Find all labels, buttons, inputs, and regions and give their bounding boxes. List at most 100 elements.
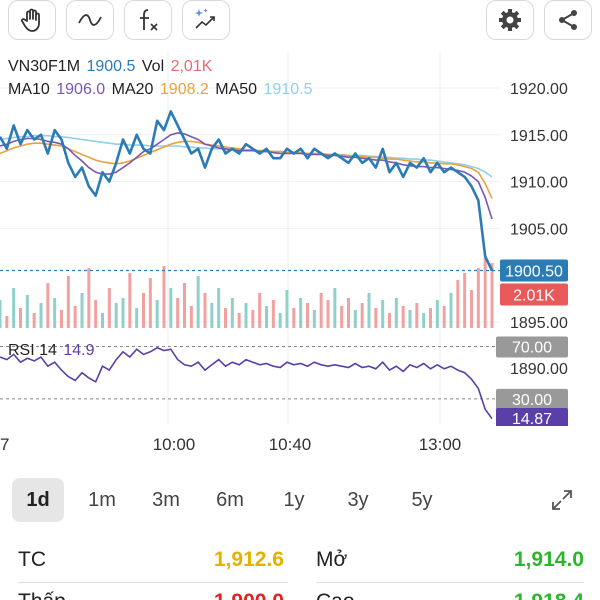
y-axis-tick: 1895.00 (510, 315, 568, 332)
stats-panel: TC 1,912.6 Mở 1,914.0 Thấp 1,900.0 Cao 1… (0, 540, 600, 600)
volume-bar (299, 298, 303, 328)
volume-bar (360, 303, 364, 328)
current-vol-tag (500, 283, 568, 306)
volume-bar (183, 283, 186, 328)
stats-divider (18, 582, 288, 583)
rsi-label: RSI 14 (8, 342, 57, 359)
x-axis-tick: 13:00 (419, 435, 462, 454)
rsi-value: 14.9 (63, 342, 95, 359)
volume-bar (224, 308, 227, 328)
settings-button[interactable] (486, 0, 534, 40)
volume-bar (415, 303, 419, 328)
x-axis-tick: 7 (0, 435, 9, 454)
open-value: 1,914.0 (513, 548, 584, 571)
volume-bar (107, 288, 111, 328)
price-legend: VN30F1M 1900.5 Vol 2,01K (8, 58, 214, 76)
range-6m[interactable]: 6m (216, 488, 244, 511)
volume-bar (135, 308, 139, 328)
vol-value: 2,01K (170, 58, 213, 75)
volume-bar (128, 273, 132, 328)
draw-line-button[interactable] (66, 0, 114, 40)
gear-icon (499, 9, 521, 31)
fullscreen-button[interactable] (542, 478, 582, 522)
range-5y[interactable]: 5y (411, 488, 433, 511)
volume-bar (265, 306, 268, 328)
volume-bar (476, 268, 480, 328)
volume-bar (169, 288, 173, 328)
y-axis-tick: 1905.00 (510, 221, 568, 238)
volume-bar (19, 308, 22, 328)
indicator-button[interactable] (124, 0, 172, 40)
volume-bar (374, 308, 378, 328)
volume-bar (230, 298, 234, 328)
chart-canvas[interactable]: 1920.00 1915.00 1910.00 1905.00 1895.00 1890.… (0, 50, 600, 460)
hand-tool-button[interactable] (8, 0, 56, 40)
volume-bar (326, 300, 330, 328)
x-axis-tick: 10:40 (269, 435, 312, 454)
volume-bar (114, 303, 118, 328)
range-3y[interactable]: 3y (347, 488, 369, 511)
range-3m[interactable]: 3m (152, 488, 180, 511)
volume-bar (73, 306, 77, 328)
rsi-current-tag (496, 408, 568, 430)
y-axis-tick: 1915.00 (510, 128, 568, 145)
chart-toolbar (0, 0, 600, 44)
volume-bar (340, 306, 344, 328)
volume-bar (312, 310, 316, 328)
volume-bar (463, 273, 467, 328)
volume-bar (435, 300, 439, 328)
low-label: Thấp (18, 590, 66, 600)
volume-bar (46, 283, 50, 328)
ma20-line (0, 140, 493, 199)
y-axis-tick: 1910.00 (510, 175, 568, 192)
volume-bar (429, 308, 432, 328)
volume-bar (258, 293, 262, 328)
volume-bar (142, 293, 145, 328)
share-icon (559, 10, 577, 30)
ai-pattern-button[interactable] (182, 0, 230, 40)
volume-bar (203, 293, 207, 328)
y-axis-tick: 1890.00 (510, 361, 568, 378)
volume-bar (367, 293, 371, 328)
volume-bar (285, 290, 289, 328)
current-vol-label: 2.01K (513, 288, 555, 305)
volume-bar (155, 300, 159, 328)
volume-bar (101, 313, 104, 328)
hand-icon (21, 8, 40, 32)
volume-bar (162, 266, 166, 328)
current-price-label: 1900.50 (505, 264, 563, 281)
volume-bar (353, 310, 357, 328)
share-button[interactable] (544, 0, 592, 40)
volume-bar (271, 300, 275, 328)
volume-bar (408, 310, 412, 328)
volume-bar (333, 288, 337, 328)
function-icon (140, 9, 158, 31)
volume-bar (60, 310, 63, 328)
rsi-level-tag (496, 336, 568, 358)
y-axis-tick: 1920.00 (510, 81, 568, 98)
volume-bar (196, 276, 200, 328)
volume-bar (251, 310, 255, 328)
rsi-level-label: 70.00 (512, 340, 552, 357)
range-1d[interactable]: 1d (12, 478, 64, 522)
volume-bar (347, 298, 350, 328)
volume-bar (401, 306, 405, 328)
rsi-line (0, 346, 493, 420)
volume-bar (244, 303, 248, 328)
tc-label: TC (18, 548, 46, 571)
volume-bar (278, 313, 282, 328)
volume-bar (32, 313, 36, 328)
volume-bar (5, 316, 9, 328)
rsi-current-label: 14.87 (512, 411, 552, 428)
volume-bar (483, 258, 487, 328)
price-chart[interactable]: 1920.00 1915.00 1910.00 1905.00 1895.00 1890.… (0, 50, 600, 460)
ma50-label: MA50 (215, 81, 258, 98)
range-selector: 1d 1m 3m 6m 1y 3y 5y (12, 478, 588, 522)
volume-bar (66, 276, 70, 328)
volume-bar (306, 303, 309, 328)
volume-bar (237, 313, 241, 328)
volume-bar (25, 295, 29, 328)
range-1y[interactable]: 1y (283, 488, 305, 511)
range-1m[interactable]: 1m (88, 488, 116, 511)
volume-bar (456, 280, 460, 328)
